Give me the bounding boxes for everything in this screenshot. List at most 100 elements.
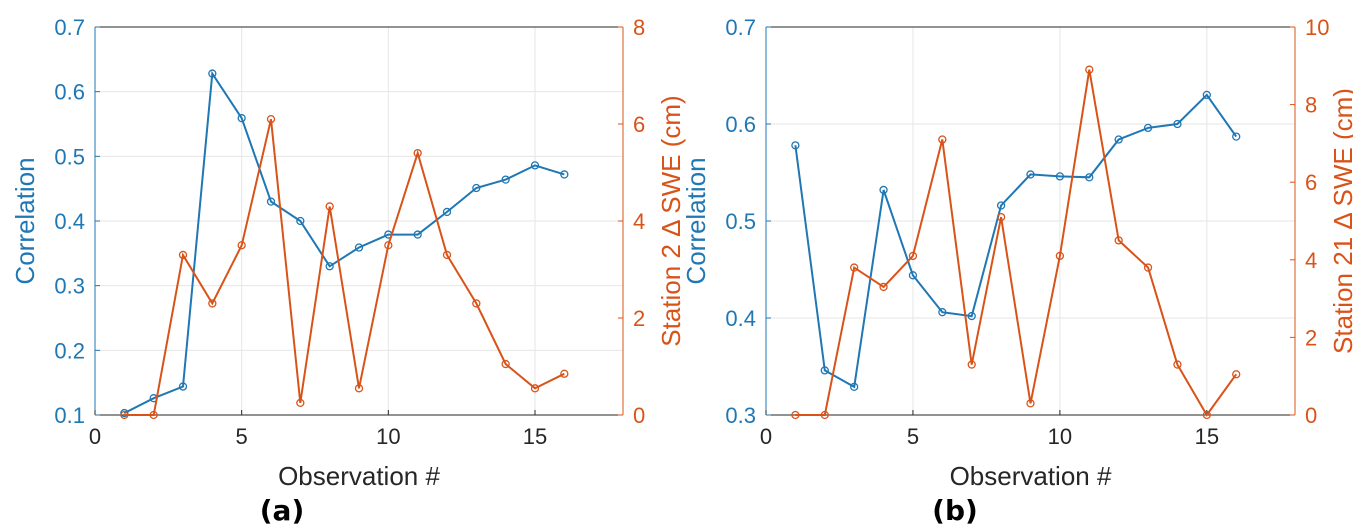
panel-b-right-series-point <box>967 360 976 369</box>
panel-b-right-series-point <box>996 212 1006 222</box>
panel-a-right-series-point <box>208 299 217 308</box>
panel-a-left-series-point <box>560 170 569 179</box>
panel-a-left-tick-label: 0.4 <box>54 209 85 234</box>
panel-b-left-series-point <box>938 308 947 317</box>
panel-b-right-series-point <box>908 251 918 261</box>
panel-b-right-series-point <box>1202 410 1211 420</box>
panel-b-left-tick-label: 0.5 <box>725 209 756 234</box>
panel-b-label: (b) <box>932 494 978 527</box>
panel-a-x-tick-label: 5 <box>236 424 248 449</box>
panel-a-right-tick-label: 8 <box>633 15 645 40</box>
panel-b-x-tick-label: 10 <box>1048 424 1072 449</box>
panel-a-right-series-point <box>530 384 540 393</box>
panel-b-x-axis-label: Observation # <box>950 461 1112 491</box>
panel-b-right-series-line <box>795 69 1238 417</box>
panel-a-left-series-point <box>354 243 364 252</box>
panel-a-left-series-point <box>296 216 305 226</box>
panel-b-right-series-point <box>1026 399 1035 408</box>
panel-b-right-tick-label: 4 <box>1305 248 1317 273</box>
panel-b-left-series-point <box>1202 90 1211 100</box>
panel-b-right-series-point <box>791 410 800 420</box>
panel-a-right-series-point <box>296 398 305 408</box>
panel-b-right-axis-label: Station 21 Δ SWE (cm) <box>1328 88 1353 354</box>
panel-a-left-tick-label: 0.6 <box>54 80 85 105</box>
panel-b-right-series-point <box>1055 251 1065 261</box>
panel-b-x-tick-label: 15 <box>1195 424 1219 449</box>
panel-b-left-series-point <box>1143 123 1153 133</box>
panel-a-right-tick-label: 6 <box>633 112 645 137</box>
panel-b-left-tick-label: 0.3 <box>725 403 756 428</box>
panel-a-left-series-point <box>530 161 540 170</box>
panel-b-right-series-point <box>938 135 947 144</box>
panel-b-right-series-point <box>879 282 888 292</box>
panel-a-left-series-point <box>413 230 422 239</box>
panel-b-left-series-point <box>908 271 918 280</box>
panel-a-right-series-point <box>384 241 393 250</box>
panel-b-right-tick-label: 2 <box>1305 325 1317 350</box>
panel-a-left-tick-label: 0.2 <box>54 338 85 363</box>
panel-a-right-tick-label: 2 <box>633 306 645 331</box>
panel-a-x-tick-label: 0 <box>89 424 101 449</box>
panel-a-left-series-point <box>237 114 246 123</box>
panel-a-x-tick-label: 15 <box>523 424 547 449</box>
panel-b-right-tick-label: 0 <box>1305 403 1317 428</box>
panel-a-right-tick-label: 0 <box>633 403 645 428</box>
panel-b-left-series-point <box>1085 173 1094 182</box>
panel-a-right-series-point <box>501 359 510 369</box>
panel-a-label: (a) <box>260 494 305 527</box>
panel-a-left-tick-label: 0.3 <box>54 274 85 299</box>
panel-a-x-axis-label: Observation # <box>278 461 440 491</box>
panel-a-left-tick-label: 0.1 <box>54 403 85 428</box>
panel-a-left-series-point <box>472 183 481 193</box>
panel-b-left-series-point <box>967 311 976 321</box>
panel-a-left-series-point <box>442 207 452 217</box>
panel-b-right-series-point <box>850 263 859 272</box>
panel-a-right-series-point <box>120 410 129 420</box>
panel-b-right-series-point <box>1114 236 1123 245</box>
panel-a-left-tick-label: 0.7 <box>54 15 85 40</box>
panel-a-left-series-point <box>325 262 334 271</box>
panel-b-left-series-point <box>850 382 859 392</box>
panel-a-right-axis-label: Station 2 Δ SWE (cm) <box>656 95 686 346</box>
panel-b-right-series-point <box>1232 370 1241 379</box>
panel-a-left-series-point <box>208 69 217 78</box>
panel-b-right-series-point <box>1173 360 1182 369</box>
panel-a-left-series-point <box>501 175 510 184</box>
panel-b-left-series-point <box>1026 170 1035 179</box>
panel-b-right-tick-label: 8 <box>1305 93 1317 118</box>
panel-b-x-tick-label: 5 <box>907 424 919 449</box>
panel-b-left-series-point <box>820 366 829 375</box>
panel-a-left-tick-label: 0.5 <box>54 144 85 169</box>
panel-a-right-series-point <box>266 115 276 124</box>
panel-a-right-series-line <box>124 118 565 416</box>
panel-b-left-axis-label: Correlation <box>681 157 711 284</box>
panel-b-right-series-point <box>820 410 829 420</box>
panel-b-left-tick-label: 0.6 <box>725 112 756 137</box>
panel-b-right-tick-label: 6 <box>1305 170 1317 195</box>
panel-b-right-tick-label: 10 <box>1305 15 1329 40</box>
panel-a-left-series-line <box>123 70 565 414</box>
panel-b-right-series-point <box>1143 263 1153 272</box>
panel-b-left-tick-label: 0.7 <box>725 15 756 40</box>
panel-a-right-series-point <box>354 384 364 393</box>
panel-a-right-series-point <box>413 148 422 158</box>
panel-b-left-series-point <box>879 185 888 195</box>
panel-a-right-series-point <box>442 250 452 260</box>
panel-b-left-series-point <box>1232 132 1241 141</box>
panel-b-x-tick-label: 0 <box>760 424 772 449</box>
panel-b-left-tick-label: 0.4 <box>725 306 756 331</box>
panel-a-right-series-point <box>237 241 246 250</box>
panel-a-x-tick-label: 10 <box>376 424 400 449</box>
panel-b-left-series-point <box>791 141 800 150</box>
panel-b-left-series-line <box>794 93 1238 389</box>
panel-b-left-series-point <box>1173 119 1182 129</box>
panel-a-right-series-point <box>178 250 188 260</box>
panel-a-right-series-point <box>149 410 158 420</box>
panel-b-left-series-point <box>1055 172 1065 181</box>
panel-a-left-series-point <box>178 382 188 391</box>
panel-b-left-series-point <box>996 201 1006 210</box>
panel-a-left-series-point <box>266 197 276 206</box>
panel-b-right-series-point <box>1085 65 1094 74</box>
panel-a-right-series-point <box>560 369 569 378</box>
